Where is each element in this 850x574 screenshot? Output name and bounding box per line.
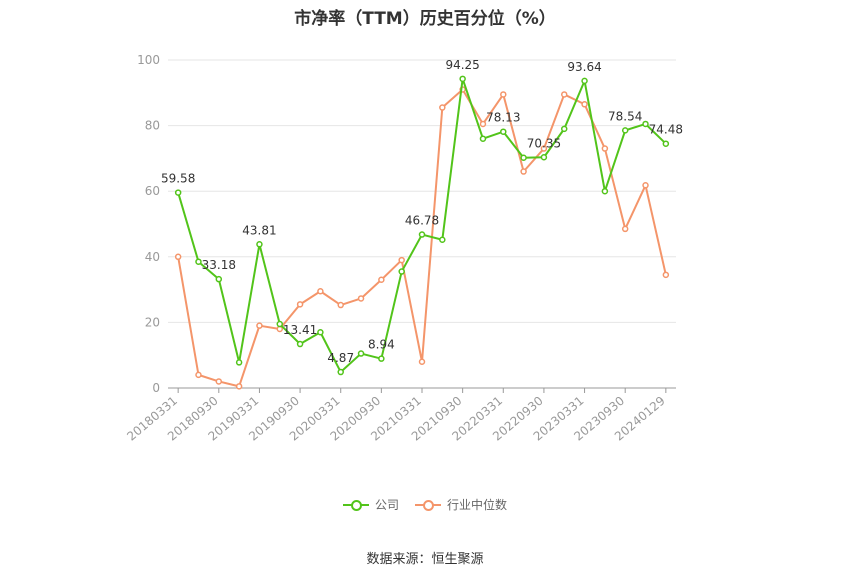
legend-item-company[interactable]: 公司 <box>342 496 399 513</box>
data-point <box>439 104 446 111</box>
y-tick-label: 60 <box>145 184 160 198</box>
y-tick-label: 100 <box>137 53 160 67</box>
data-point <box>479 135 487 142</box>
data-point <box>317 287 324 295</box>
data-point <box>479 120 487 128</box>
data-point <box>296 340 304 348</box>
data-point <box>500 91 507 98</box>
data-point <box>215 378 223 385</box>
data-source: 数据来源：恒生聚源 <box>366 552 484 567</box>
data-point <box>662 140 670 147</box>
data-point <box>195 258 202 265</box>
data-label: 78.13 <box>486 111 520 125</box>
data-point <box>398 268 405 275</box>
data-label: 70.35 <box>527 136 561 150</box>
data-point <box>560 125 568 133</box>
y-tick-label: 0 <box>152 381 160 395</box>
data-point <box>418 358 426 366</box>
data-point <box>337 301 344 309</box>
data-point <box>560 91 568 98</box>
data-label: 94.25 <box>445 58 479 72</box>
data-label: 93.64 <box>567 60 601 74</box>
data-point <box>235 359 243 366</box>
data-label: 33.18 <box>202 258 236 272</box>
data-point <box>398 256 405 264</box>
data-point <box>459 75 466 83</box>
data-point <box>378 276 385 284</box>
chart-title: 市净率（TTM）历史百分位（%） <box>294 9 556 29</box>
data-point <box>296 301 304 308</box>
legend-swatch-industry <box>415 498 441 512</box>
data-label: 43.81 <box>242 223 276 237</box>
data-point <box>337 368 344 376</box>
data-point <box>256 241 263 248</box>
data-point <box>195 371 202 379</box>
data-point <box>174 189 182 196</box>
data-point <box>581 77 588 85</box>
data-point <box>642 120 649 128</box>
data-point <box>601 145 609 152</box>
data-point <box>662 271 670 279</box>
data-point <box>540 145 548 152</box>
data-point <box>520 154 527 161</box>
data-label: 4.87 <box>327 351 354 365</box>
data-point <box>621 225 629 233</box>
data-point <box>581 101 588 108</box>
y-tick-label: 20 <box>145 315 160 329</box>
y-tick-label: 40 <box>145 250 160 264</box>
data-label: 78.54 <box>608 109 642 123</box>
data-label: 8.94 <box>368 338 395 352</box>
legend: 公司 行业中位数 <box>0 496 850 513</box>
legend-label-industry: 行业中位数 <box>447 498 508 512</box>
data-point <box>276 320 284 328</box>
y-tick-label: 80 <box>145 119 160 133</box>
legend-item-industry-median[interactable]: 行业中位数 <box>415 496 507 513</box>
data-point <box>520 168 527 175</box>
data-point <box>439 236 446 243</box>
data-point <box>174 253 182 261</box>
data-point <box>357 295 365 302</box>
data-label: 74.48 <box>649 123 683 137</box>
data-point <box>357 350 365 357</box>
data-point <box>642 182 649 189</box>
data-point <box>621 127 629 134</box>
data-label: 46.78 <box>405 214 439 228</box>
data-point <box>601 187 609 195</box>
data-point <box>317 328 324 336</box>
series-line-1 <box>177 88 667 388</box>
data-label: 13.41 <box>283 323 317 337</box>
legend-label-company: 公司 <box>374 498 399 512</box>
data-point <box>378 355 385 362</box>
data-point <box>256 322 263 329</box>
data-point <box>418 231 426 238</box>
data-point <box>215 275 223 283</box>
data-point <box>235 383 243 390</box>
data-label: 59.58 <box>161 172 195 186</box>
data-point <box>500 128 507 135</box>
legend-swatch-company <box>342 498 369 512</box>
data-point <box>540 154 548 161</box>
